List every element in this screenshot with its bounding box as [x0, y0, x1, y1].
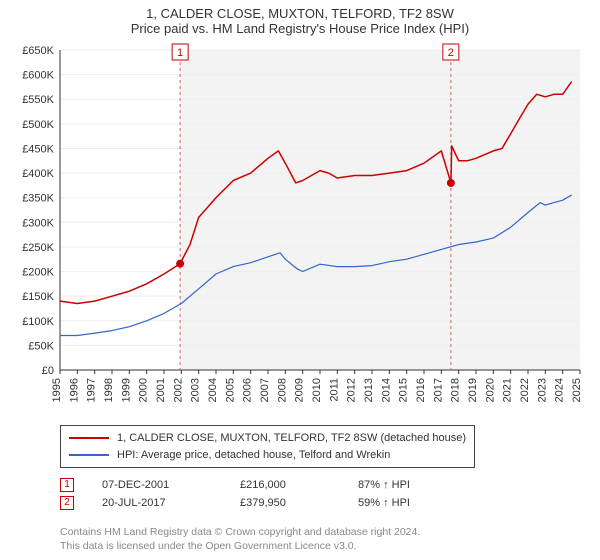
svg-text:1995: 1995: [51, 378, 63, 402]
legend-label: 1, CALDER CLOSE, MUXTON, TELFORD, TF2 8S…: [117, 430, 466, 447]
svg-text:1997: 1997: [86, 378, 98, 402]
footer-line-1: Contains HM Land Registry data © Crown c…: [60, 525, 420, 539]
footer-note: Contains HM Land Registry data © Crown c…: [60, 525, 420, 553]
legend-swatch: [69, 437, 109, 439]
sale-date: 20-JUL-2017: [102, 497, 212, 509]
legend-item: HPI: Average price, detached house, Telf…: [69, 447, 466, 464]
sale-vs-hpi: 87% ↑ HPI: [358, 479, 410, 491]
svg-text:1999: 1999: [120, 378, 132, 402]
sale-vs-hpi: 59% ↑ HPI: [358, 497, 410, 509]
svg-text:2016: 2016: [415, 378, 427, 402]
svg-text:2011: 2011: [328, 378, 340, 402]
svg-text:2000: 2000: [138, 378, 150, 402]
svg-text:2010: 2010: [311, 378, 323, 402]
svg-text:2007: 2007: [259, 378, 271, 402]
svg-text:2024: 2024: [554, 378, 566, 402]
svg-text:2017: 2017: [432, 378, 444, 402]
svg-text:£550K: £550K: [22, 94, 54, 106]
svg-text:£600K: £600K: [22, 70, 54, 82]
svg-text:2025: 2025: [571, 378, 583, 402]
svg-text:2008: 2008: [276, 378, 288, 402]
sale-record: 2 20-JUL-2017 £379,950 59% ↑ HPI: [60, 496, 410, 510]
sale-marker-badge: 1: [60, 478, 74, 492]
svg-text:2023: 2023: [536, 378, 548, 402]
svg-text:2009: 2009: [294, 378, 306, 402]
svg-text:2003: 2003: [190, 378, 202, 402]
svg-text:2005: 2005: [224, 378, 236, 402]
svg-text:£0: £0: [42, 365, 54, 377]
svg-text:2020: 2020: [484, 378, 496, 402]
svg-text:2014: 2014: [380, 378, 392, 402]
legend: 1, CALDER CLOSE, MUXTON, TELFORD, TF2 8S…: [60, 425, 475, 468]
svg-text:1: 1: [177, 47, 183, 59]
sales-table: 1 07-DEC-2001 £216,000 87% ↑ HPI 2 20-JUL-201…: [60, 478, 410, 514]
svg-text:2021: 2021: [502, 378, 514, 402]
svg-text:1996: 1996: [68, 378, 80, 402]
svg-text:£100K: £100K: [22, 316, 54, 328]
svg-text:2013: 2013: [363, 378, 375, 402]
svg-text:2002: 2002: [172, 378, 184, 402]
svg-text:2004: 2004: [207, 378, 219, 402]
sale-record: 1 07-DEC-2001 £216,000 87% ↑ HPI: [60, 478, 410, 492]
svg-text:2022: 2022: [519, 378, 531, 402]
legend-item: 1, CALDER CLOSE, MUXTON, TELFORD, TF2 8S…: [69, 430, 466, 447]
svg-text:£650K: £650K: [22, 45, 54, 57]
price-chart: £0 £50K £100K £150K £200K £250K £300K £350K £400…: [0, 0, 600, 425]
svg-text:2001: 2001: [155, 378, 167, 402]
legend-swatch: [69, 454, 109, 456]
svg-text:£350K: £350K: [22, 193, 54, 205]
sale-date: 07-DEC-2001: [102, 479, 212, 491]
svg-text:2012: 2012: [346, 378, 358, 402]
svg-text:2: 2: [448, 47, 454, 59]
svg-text:1998: 1998: [103, 378, 115, 402]
sale-price: £216,000: [240, 479, 330, 491]
svg-text:2006: 2006: [242, 378, 254, 402]
legend-label: HPI: Average price, detached house, Telf…: [117, 447, 390, 464]
sale-marker-badge: 2: [60, 496, 74, 510]
svg-text:2018: 2018: [450, 378, 462, 402]
sale-price: £379,950: [240, 497, 330, 509]
footer-line-2: This data is licensed under the Open Gov…: [60, 539, 420, 553]
svg-text:£450K: £450K: [22, 143, 54, 155]
svg-text:£400K: £400K: [22, 168, 54, 180]
svg-text:£250K: £250K: [22, 242, 54, 254]
svg-text:£50K: £50K: [28, 340, 54, 352]
svg-text:£300K: £300K: [22, 217, 54, 229]
svg-text:£150K: £150K: [22, 291, 54, 303]
svg-text:£500K: £500K: [22, 119, 54, 131]
svg-text:£200K: £200K: [22, 267, 54, 279]
svg-text:2019: 2019: [467, 378, 479, 402]
svg-text:2015: 2015: [398, 378, 410, 402]
